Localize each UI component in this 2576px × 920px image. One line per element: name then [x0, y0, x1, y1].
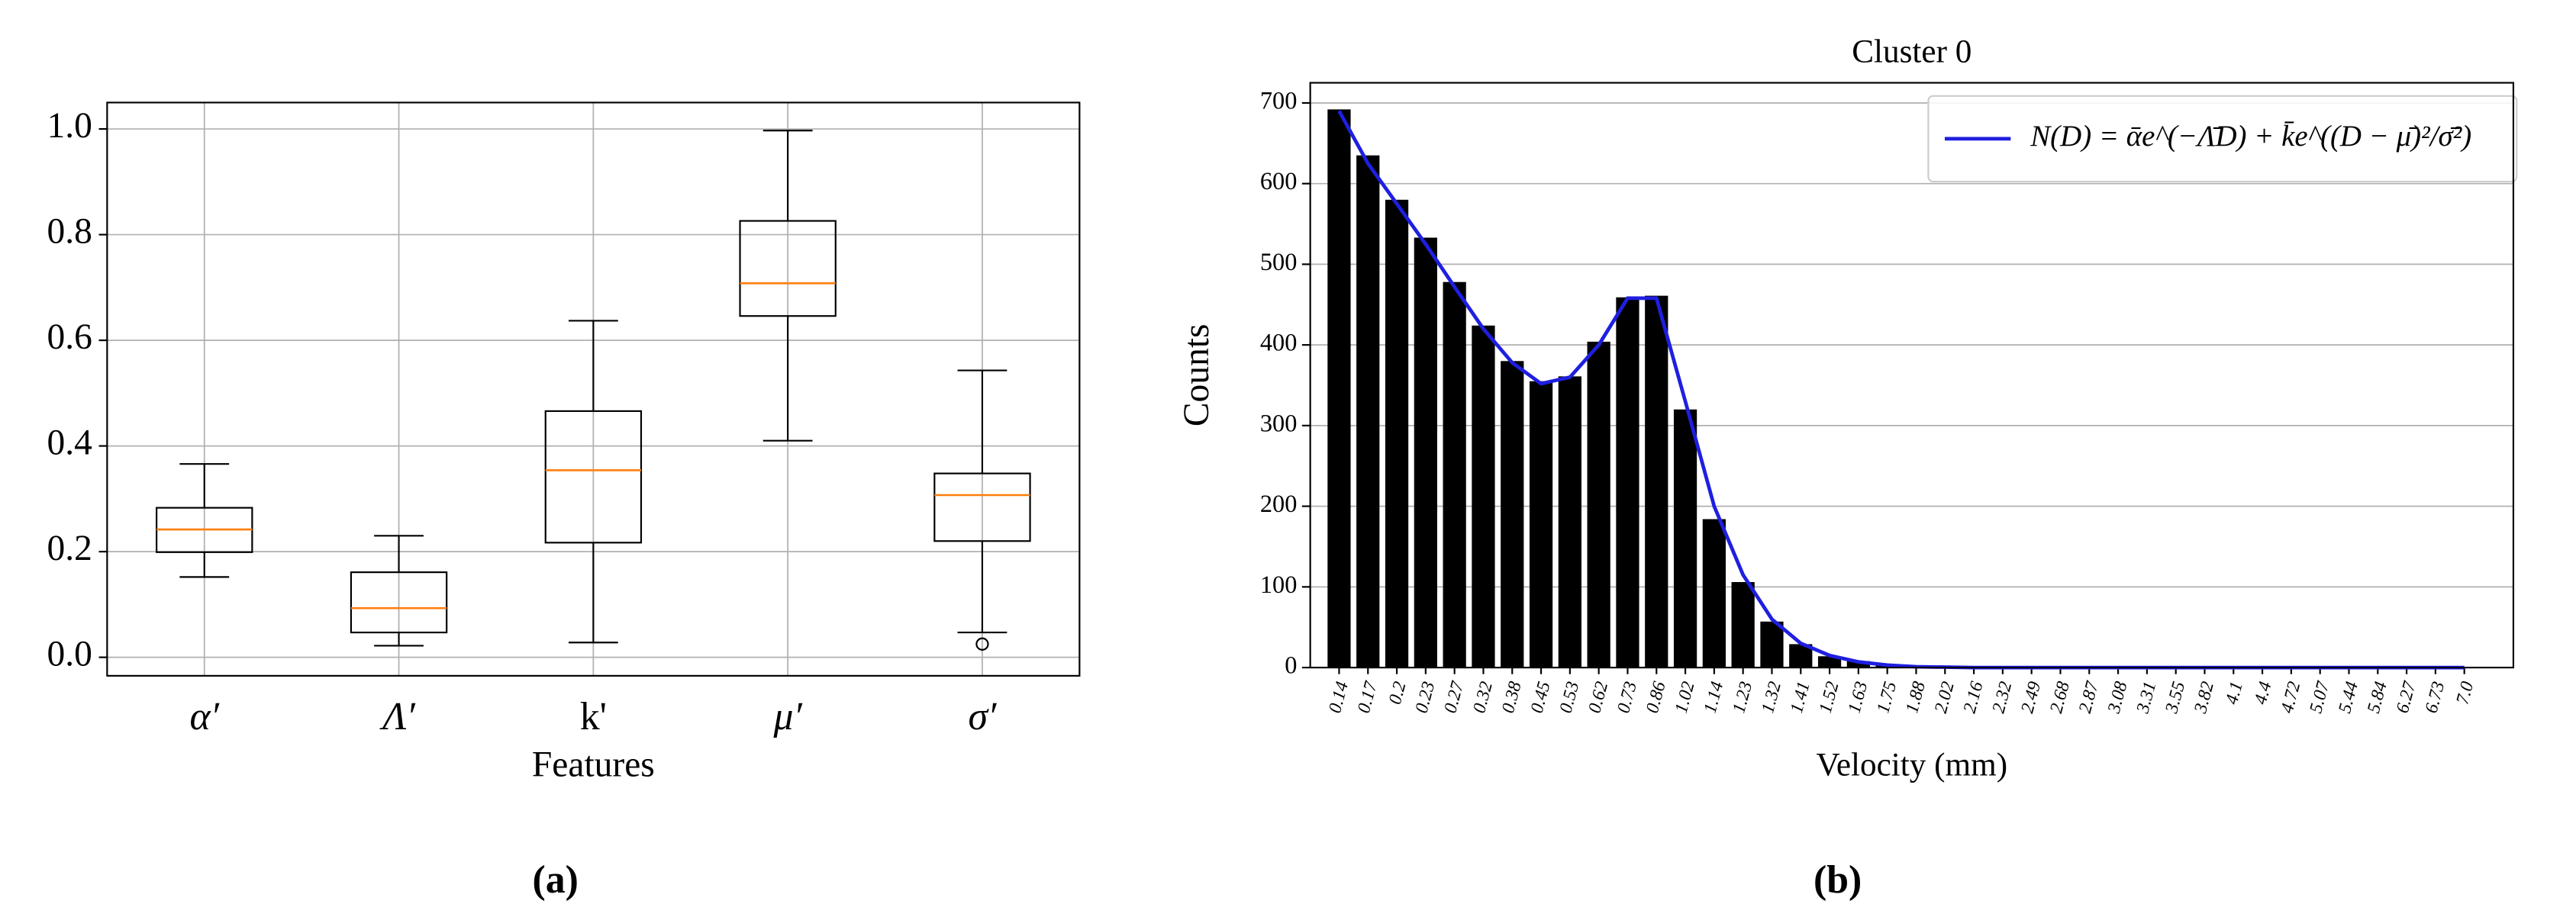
y-tick-label: 0.0	[47, 635, 92, 674]
y-tick-label: 0.4	[47, 423, 93, 463]
x-tick-label: 1.23	[1729, 680, 1756, 716]
x-tick-label: 2.16	[1960, 680, 1988, 716]
bar	[1673, 409, 1697, 668]
box	[350, 571, 448, 634]
x-tick-label: 0.17	[1354, 679, 1381, 716]
bar	[1616, 297, 1639, 668]
y-tick-label: 100	[1260, 571, 1298, 599]
x-tick-label: α′	[189, 695, 219, 738]
plot-frame	[106, 101, 1081, 677]
x-tick-label: 2.32	[1989, 680, 2017, 716]
y-tick-label: 1.0	[47, 106, 92, 146]
x-tick-label: 1.41	[1787, 680, 1814, 716]
x-tick-label: σ′	[969, 695, 998, 738]
outlier	[975, 637, 989, 651]
y-tick-label: 0.8	[47, 211, 92, 251]
bar	[1443, 281, 1466, 668]
bar	[1760, 621, 1784, 668]
x-tick-label: 6.27	[2393, 679, 2420, 716]
x-tick-label: 4.4	[2251, 680, 2276, 707]
bar	[1846, 661, 1870, 668]
x-tick-label: 3.55	[2162, 680, 2189, 716]
x-tick-label: 4.72	[2278, 680, 2305, 716]
bar	[1702, 519, 1726, 668]
x-tick-label: 6.73	[2422, 680, 2449, 716]
x-tick-label: 0.23	[1412, 680, 1440, 716]
x-tick-label: 3.31	[2133, 680, 2160, 716]
caption: (b)	[1814, 858, 1862, 902]
x-tick-label: 5.44	[2335, 680, 2362, 716]
y-axis-label: Counts	[1177, 323, 1217, 426]
x-tick-label: 0.2	[1385, 680, 1411, 707]
bar	[1356, 155, 1380, 668]
legend-label: N(D) = ᾱe^(−Λ̄D) + k̄e^((D − μ̄)²/σ̄²)	[2030, 120, 2471, 153]
x-tick-label: 5.84	[2364, 680, 2391, 716]
x-tick-label: k'	[580, 695, 607, 738]
x-tick-label: 0.62	[1585, 680, 1612, 716]
bar	[1472, 325, 1495, 668]
x-axis-label: Features	[532, 745, 655, 785]
bar	[1501, 361, 1524, 668]
box	[933, 472, 1031, 542]
bar	[1731, 581, 1755, 668]
x-tick-label: 1.32	[1758, 680, 1785, 716]
x-tick-label: 0.32	[1469, 680, 1497, 716]
bar	[1817, 656, 1842, 668]
bar	[1529, 381, 1553, 668]
x-tick-label: 1.14	[1701, 680, 1728, 716]
bar	[1558, 376, 1581, 668]
plot-frame	[1309, 82, 2515, 669]
x-tick-label: 0.14	[1325, 680, 1352, 716]
caption: (a)	[532, 858, 578, 902]
bar	[1385, 199, 1409, 668]
legend-box	[1927, 95, 2518, 183]
x-tick-label: 0.53	[1556, 680, 1584, 716]
x-tick-label: 0.86	[1643, 680, 1670, 716]
x-tick-label: 1.88	[1902, 680, 1930, 716]
x-tick-label: 1.63	[1845, 680, 1872, 716]
x-tick-label: 7.0	[2452, 680, 2478, 707]
x-tick-label: 1.02	[1672, 680, 1699, 716]
y-tick-label: 300	[1260, 410, 1298, 437]
x-tick-label: 1.75	[1873, 680, 1901, 716]
x-tick-label: 0.45	[1527, 680, 1555, 716]
x-tick-label: 0.73	[1614, 680, 1641, 716]
x-tick-label: 0.27	[1440, 679, 1468, 716]
x-tick-label: Λ′	[379, 695, 415, 738]
bar	[1645, 295, 1668, 668]
box	[544, 410, 643, 544]
x-tick-label: μ′	[772, 695, 802, 738]
x-tick-label: 0.38	[1498, 680, 1526, 716]
box	[739, 220, 837, 317]
x-tick-label: 5.07	[2306, 679, 2333, 716]
x-tick-label: 3.82	[2191, 680, 2218, 716]
x-tick-label: 3.08	[2104, 680, 2131, 716]
x-tick-label: 2.87	[2075, 679, 2103, 716]
x-tick-label: 4.1	[2222, 680, 2247, 706]
y-tick-label: 600	[1260, 168, 1298, 195]
y-tick-label: 0.2	[47, 529, 92, 568]
x-tick-label: 2.68	[2046, 680, 2074, 716]
x-tick-label: 2.02	[1931, 680, 1959, 716]
y-tick-label: 700	[1260, 87, 1298, 114]
y-tick-label: 200	[1260, 491, 1298, 518]
y-tick-label: 0	[1285, 652, 1297, 680]
bar	[1327, 109, 1351, 668]
bar	[1587, 341, 1610, 668]
y-tick-label: 0.6	[47, 317, 92, 357]
y-tick-label: 400	[1260, 330, 1298, 357]
x-axis-label: Velocity (mm)	[1817, 748, 2008, 783]
x-tick-label: 2.49	[2017, 680, 2045, 716]
bar	[1414, 237, 1437, 668]
x-tick-label: 1.52	[1816, 680, 1843, 716]
chart-title: Cluster 0	[1852, 34, 1971, 70]
y-tick-label: 500	[1260, 249, 1298, 276]
